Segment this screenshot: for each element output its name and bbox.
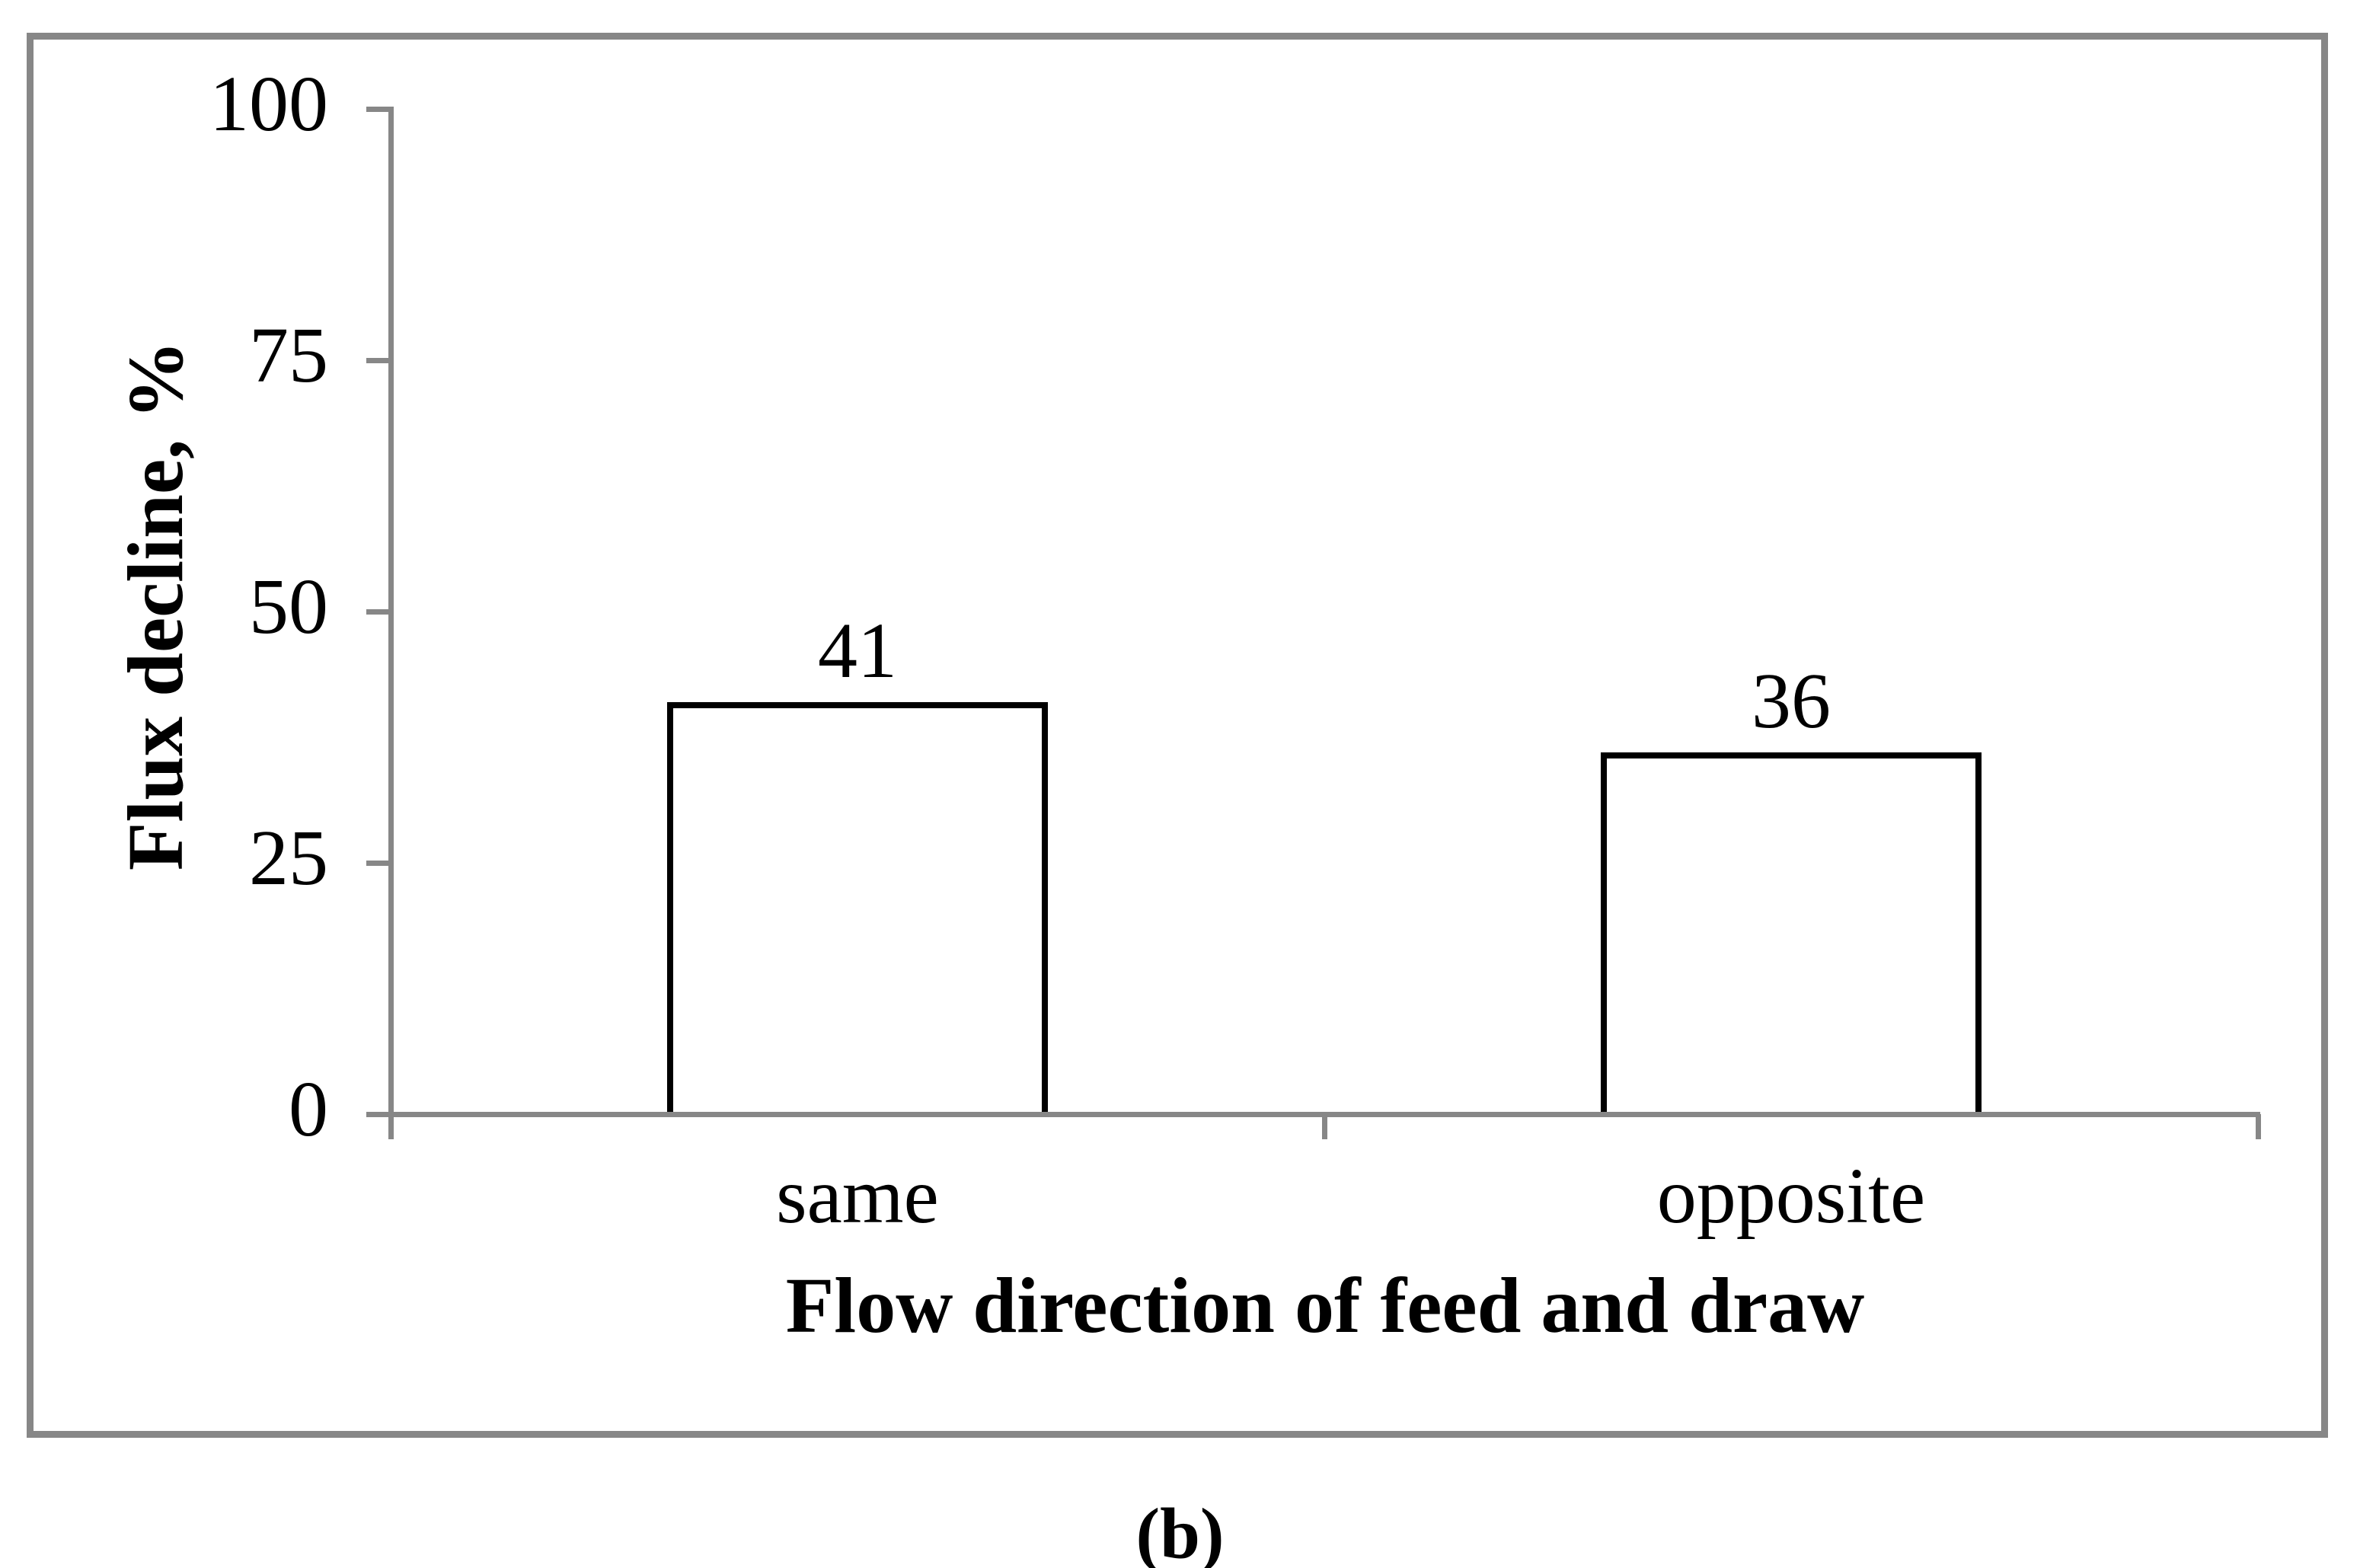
y-tick xyxy=(366,107,391,112)
bar-opposite xyxy=(1601,752,1982,1112)
figure-caption: (b) xyxy=(1135,1493,1225,1568)
y-axis-line xyxy=(388,107,394,1137)
y-tick-label: 50 xyxy=(249,563,328,650)
y-tick-label: 25 xyxy=(249,814,328,902)
x-tick xyxy=(2256,1114,2261,1139)
x-category-label: opposite xyxy=(1656,1152,1926,1240)
x-tick xyxy=(1322,1114,1327,1139)
bar-value-label: 41 xyxy=(818,606,897,695)
x-category-label: same xyxy=(776,1152,939,1240)
y-tick xyxy=(366,358,391,363)
x-tick xyxy=(388,1114,394,1139)
y-tick-label: 75 xyxy=(249,311,328,399)
y-tick xyxy=(366,609,391,615)
bar-value-label: 36 xyxy=(1752,656,1831,745)
y-tick xyxy=(366,1112,391,1117)
bar-same xyxy=(667,701,1048,1112)
chart-frame xyxy=(27,33,2328,1438)
y-tick-label: 0 xyxy=(289,1065,328,1153)
y-tick xyxy=(366,861,391,866)
x-axis-title: Flow direction of feed and draw xyxy=(785,1262,1865,1349)
y-tick-label: 100 xyxy=(209,60,328,148)
